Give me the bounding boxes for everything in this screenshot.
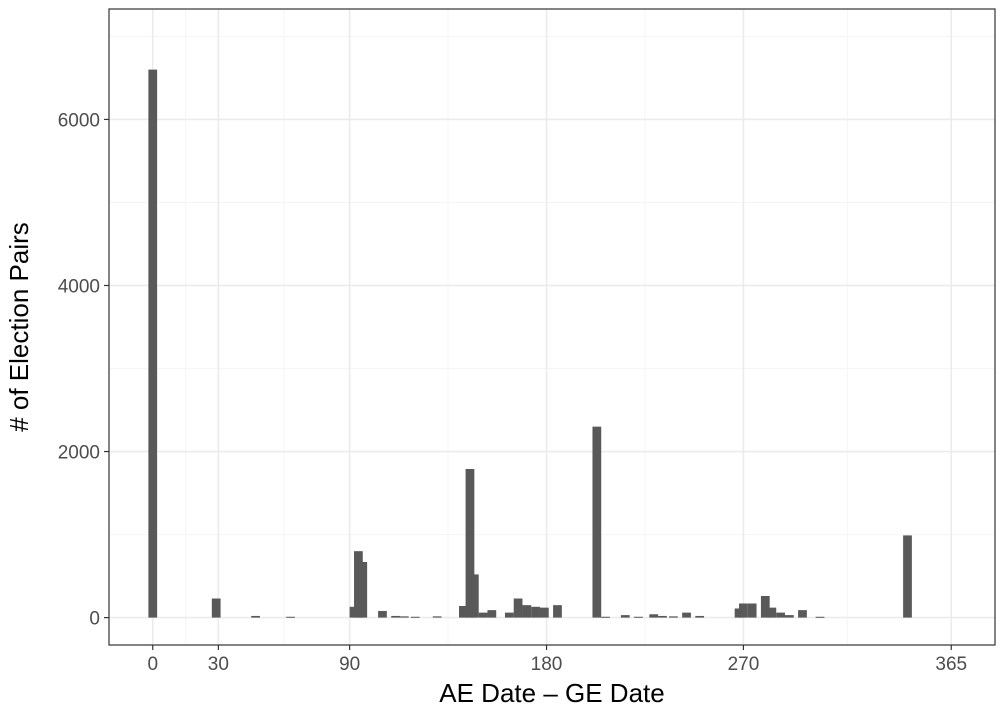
bar — [784, 615, 794, 618]
bar-series — [148, 69, 912, 618]
plot-panel-border — [108, 8, 996, 646]
x-tick-label: 90 — [339, 654, 360, 675]
x-tick-label: 365 — [935, 654, 967, 675]
bar — [649, 614, 659, 618]
bar — [286, 616, 295, 618]
bar — [747, 603, 757, 618]
x-tick-label: 0 — [147, 654, 158, 675]
bar — [553, 605, 562, 618]
bar — [391, 615, 400, 618]
bar — [358, 561, 368, 618]
bar — [251, 615, 260, 618]
bar — [592, 426, 602, 618]
bar — [760, 596, 770, 618]
y-axis-title: # of Election Pairs — [4, 222, 34, 432]
bar — [459, 605, 468, 618]
bar — [148, 69, 158, 618]
bar — [767, 607, 777, 618]
bar — [798, 610, 807, 618]
bar — [634, 616, 643, 618]
y-tick-label: 0 — [89, 609, 100, 630]
bar — [695, 615, 705, 618]
bar — [815, 616, 825, 618]
bar — [682, 612, 691, 618]
plot-panel-background — [109, 9, 995, 645]
bar — [469, 574, 479, 618]
bar — [399, 616, 409, 618]
y-tick-label: 2000 — [58, 443, 100, 464]
x-tick-label: 180 — [531, 654, 563, 675]
bar — [410, 616, 420, 618]
y-tick-label: 4000 — [58, 276, 100, 297]
bar — [531, 606, 540, 618]
x-tick-label: 30 — [208, 654, 229, 675]
x-axis-title: AE Date – GE Date — [439, 678, 664, 708]
bar — [378, 610, 387, 618]
bar — [776, 612, 785, 618]
bar — [432, 616, 442, 618]
bar — [620, 615, 630, 618]
x-tick-label: 270 — [728, 654, 760, 675]
bar — [539, 607, 549, 618]
bar — [903, 535, 912, 618]
bar — [211, 598, 221, 618]
bar — [739, 603, 748, 618]
bar — [465, 468, 475, 618]
grid — [109, 9, 995, 645]
bar — [601, 616, 610, 618]
bar — [504, 612, 514, 618]
bar — [522, 605, 532, 618]
y-tick-label: 6000 — [58, 110, 100, 131]
bar — [513, 598, 523, 618]
axis-ticks: 0 30 90 180 270 365 0 2000 4000 6000 — [58, 110, 967, 675]
bar — [478, 612, 488, 618]
bar — [487, 610, 497, 618]
bar — [669, 616, 678, 618]
bar — [658, 615, 667, 618]
